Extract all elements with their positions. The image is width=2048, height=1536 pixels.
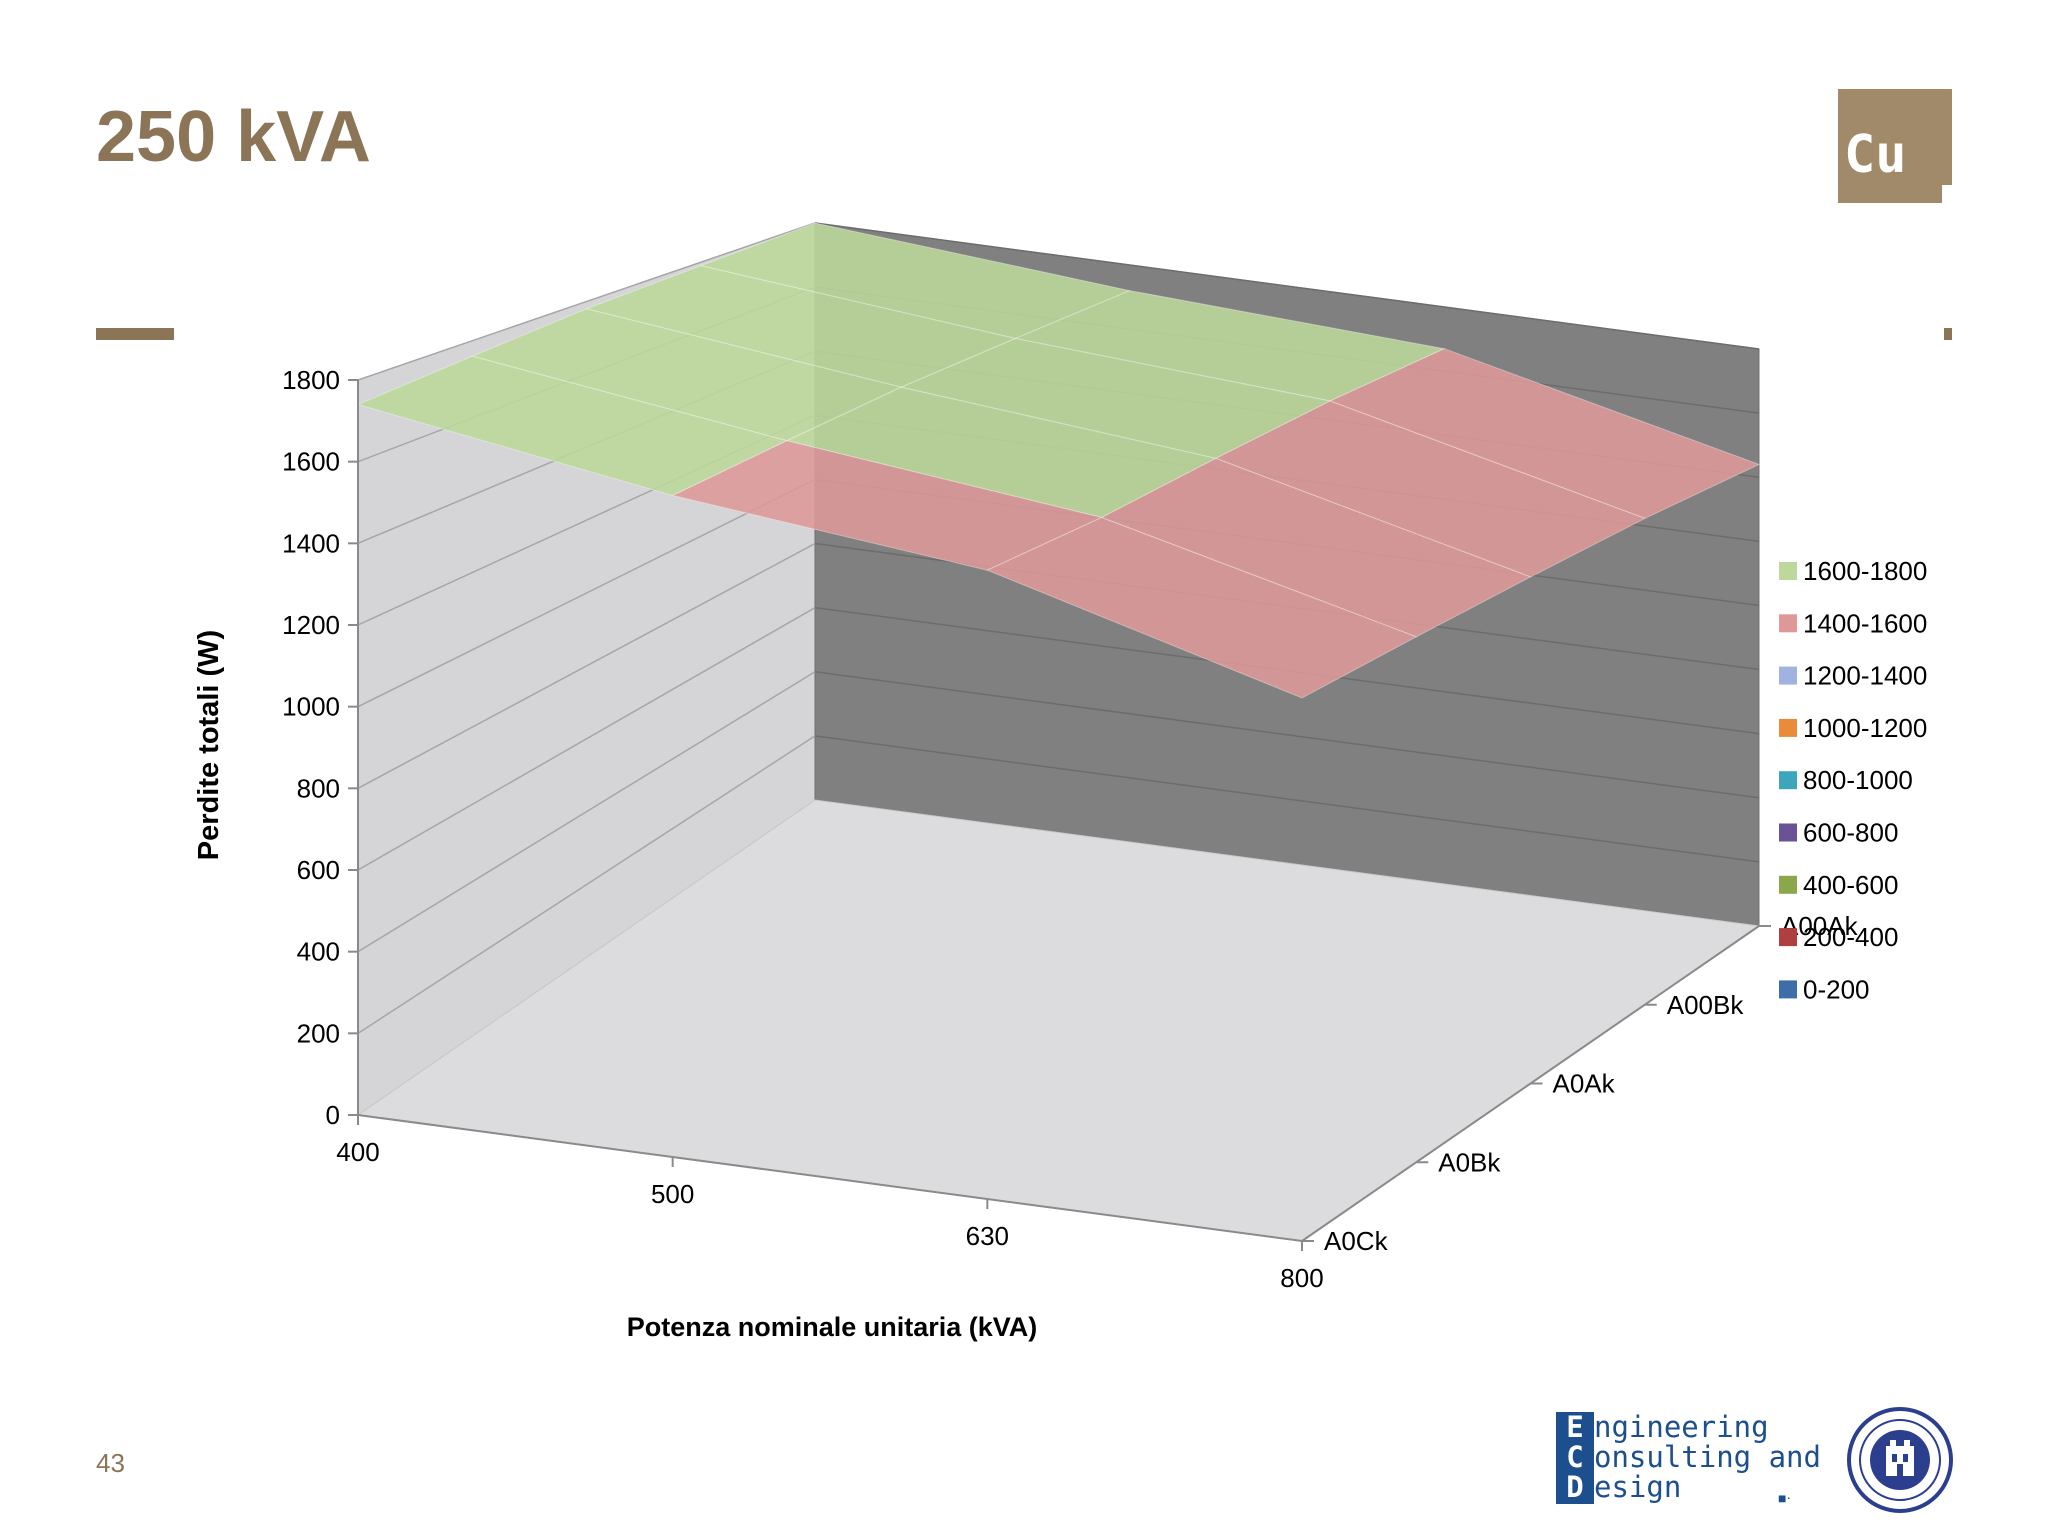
x-axis-title: Potenza nominale unitaria (kVA) (627, 1312, 1038, 1342)
legend-swatch (1779, 980, 1797, 999)
legend-label: 200-400 (1803, 922, 1898, 952)
side-gridline (357, 671, 816, 953)
z-tick-label: 400 (297, 937, 340, 967)
z-axis-ticks: 0 200 400 600 800 1000 1200 1400 1600 1800 (282, 365, 358, 1130)
title-rule-left (96, 328, 174, 340)
copper-badge: Cu (1838, 89, 1952, 203)
logo-dots: ■⋅ (1778, 1490, 1791, 1506)
legend-swatch (1779, 823, 1797, 842)
z-tick-label: 1600 (282, 447, 340, 477)
logo-line-2: onsulting and (1594, 1440, 1821, 1474)
legend-swatch (1779, 928, 1797, 947)
z-tick-label: 600 (297, 855, 340, 885)
logo-line-1: ngineering (1594, 1410, 1769, 1444)
legend-label: 800-1000 (1803, 765, 1913, 795)
side-gridline (357, 542, 816, 789)
legend-swatch (1779, 875, 1797, 894)
logo-initial-d: D (1556, 1472, 1594, 1502)
z-tick-label: 1400 (282, 528, 340, 558)
legend-swatch (1779, 562, 1797, 580)
side-gridline (357, 607, 816, 871)
legend-label: 400-600 (1803, 870, 1898, 900)
x-axis-ticks: 400 500 630 800 (336, 1115, 1324, 1293)
x-tick-label: 800 (1280, 1263, 1323, 1293)
side-gridline (357, 222, 816, 381)
z-tick-label: 1000 (282, 692, 340, 722)
surface-patch (986, 516, 1418, 699)
logo-initial-e: E (1556, 1412, 1594, 1442)
legend-swatch (1779, 771, 1797, 790)
chart-legend: 1600-1800 1400-1600 1200-1400 1000-1200 800-… (1779, 556, 1927, 1004)
legend-swatch (1779, 614, 1797, 633)
back-gridline (814, 222, 1760, 350)
legend-label: 1400-1600 (1803, 608, 1927, 638)
depth-tick-label: A0Ck (1324, 1226, 1389, 1256)
legend-label: 1600-1800 (1803, 556, 1927, 586)
back-gridline (814, 735, 1760, 863)
x-tick-label: 500 (651, 1179, 694, 1209)
depth-tick-label: A0Bk (1438, 1147, 1501, 1177)
page-number: 43 (96, 1448, 125, 1478)
legend-label: 1000-1200 (1803, 713, 1927, 743)
legend-label: 1200-1400 (1803, 661, 1927, 691)
z-tick-label: 1200 (282, 610, 340, 640)
x-tick-label: 400 (336, 1137, 379, 1167)
chart-surface (356, 222, 1761, 699)
x-tick-label: 630 (966, 1221, 1009, 1251)
title-rule-right (1944, 328, 1952, 340)
legend-label: 0-200 (1803, 974, 1870, 1004)
legend-swatch (1779, 718, 1797, 737)
legend-swatch (1779, 666, 1797, 685)
side-gridline (357, 478, 816, 708)
legend-label: 600-800 (1803, 818, 1898, 848)
z-tick-label: 1800 (282, 365, 340, 395)
slide-title: 250 kVA (96, 97, 371, 177)
copper-badge-text: Cu (1844, 125, 1907, 185)
x-axis-line (357, 1114, 1303, 1242)
y-axis-title: Perdite totali (W) (193, 630, 225, 860)
depth-tick-label: A0Ak (1553, 1069, 1616, 1099)
side-gridline (357, 735, 816, 1034)
depth-tick-label: A00Bk (1667, 990, 1745, 1020)
z-tick-label: 200 (297, 1018, 340, 1048)
logo-initial-c: C (1556, 1442, 1594, 1472)
z-tick-label: 0 (326, 1100, 340, 1130)
z-tick-label: 800 (297, 773, 340, 803)
university-seal-logo (1847, 1407, 1953, 1513)
back-gridline (814, 671, 1760, 799)
badge-notch (1942, 185, 1952, 203)
logo-line-3: esign (1594, 1470, 1682, 1504)
